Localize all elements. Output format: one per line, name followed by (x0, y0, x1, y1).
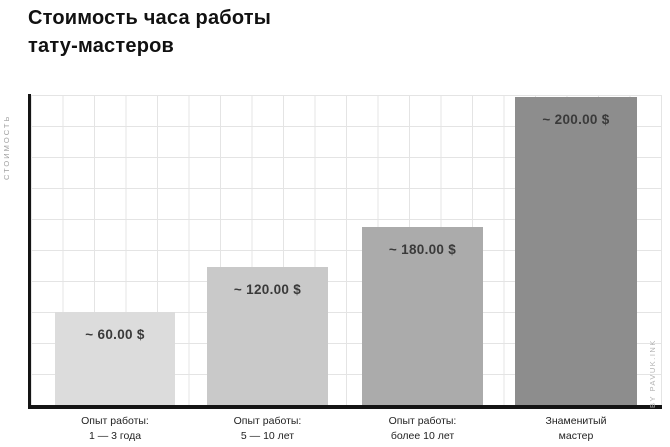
y-axis-label: стоимость (2, 114, 11, 180)
x-axis-label-line-2: более 10 лет (390, 430, 455, 443)
bar-famous-master: ~ 200.00 $ (515, 97, 637, 405)
page-title-line-2: тату-мастеров (28, 35, 175, 57)
x-axis-label-line-2: мастер (558, 430, 594, 443)
bar-value-label: ~ 120.00 $ (233, 282, 302, 297)
x-axis-label: Знаменитый мастер (515, 414, 637, 444)
x-axis-line (28, 405, 662, 409)
x-axis-label-line-1: Знаменитый (545, 415, 607, 427)
bar-value-label: ~ 200.00 $ (542, 112, 610, 127)
watermark-credit: by pavuk.ink (648, 339, 657, 408)
page-title: Стоимость часа работы тату-мастеров (28, 4, 271, 60)
page-title-line-1: Стоимость часа работы (28, 7, 272, 29)
x-axis-label-line-1: Опыт работы: (233, 415, 302, 427)
bar-experience-1-3-years: ~ 60.00 $ (55, 312, 175, 405)
plot-area-grid: ~ 60.00 $ ~ 120.00 $ ~ 180.00 $ ~ 200.00… (31, 95, 662, 405)
x-axis-label-line-2: 1 — 3 года (88, 430, 142, 443)
bar-value-label: ~ 60.00 $ (85, 327, 145, 342)
bar-value-label: ~ 180.00 $ (388, 242, 457, 257)
x-axis-label: Опыт работы: 1 — 3 года (55, 414, 175, 444)
y-axis-line (28, 94, 31, 409)
x-axis-label-line-1: Опыт работы: (81, 415, 149, 427)
x-axis-label: Опыт работы: 5 — 10 лет (207, 414, 328, 444)
x-axis-label-line-2: 5 — 10 лет (240, 430, 295, 443)
x-axis-label-line-1: Опыт работы: (388, 415, 457, 427)
bar-experience-5-10-years: ~ 120.00 $ (207, 267, 328, 405)
bar-experience-over-10-years: ~ 180.00 $ (362, 227, 483, 405)
x-axis-label: Опыт работы: более 10 лет (362, 414, 483, 444)
